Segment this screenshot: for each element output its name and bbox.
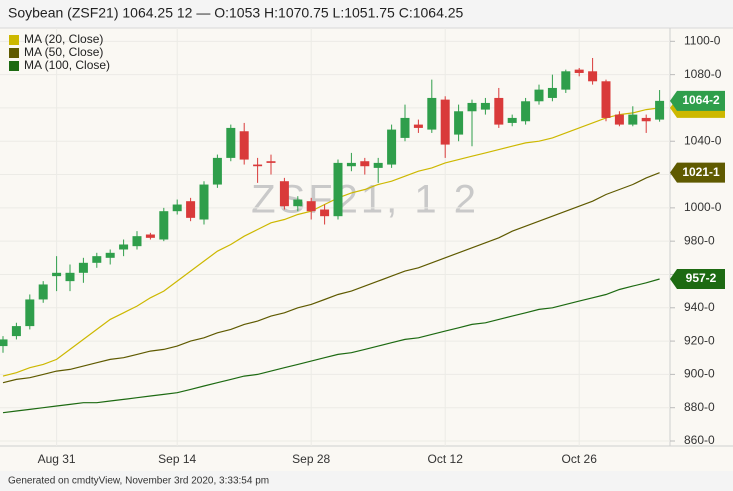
ma-line: [2, 172, 660, 384]
candle-body: [172, 204, 182, 212]
price-tag: [670, 162, 725, 183]
candle-body: [279, 181, 289, 207]
candle-body: [226, 127, 236, 158]
x-tick-label: Aug 31: [38, 452, 76, 466]
candle-body: [400, 117, 410, 138]
candle-body: [105, 252, 115, 258]
ma-line: [2, 107, 660, 377]
price-tag: [670, 90, 725, 111]
candle-body: [454, 111, 464, 135]
y-tick-label: 920-0: [684, 333, 715, 347]
legend-label: MA (50, Close): [24, 45, 103, 59]
candle-body: [427, 97, 437, 130]
candle-body: [11, 326, 21, 337]
candle-body: [65, 272, 75, 282]
candle-body: [494, 97, 504, 125]
candle-body: [360, 161, 370, 167]
candle-body: [467, 102, 477, 112]
x-tick-label: Oct 12: [428, 452, 464, 466]
candle-body: [387, 129, 397, 165]
candle-body: [293, 199, 303, 207]
candle-body: [199, 184, 209, 220]
candle-body: [561, 71, 571, 90]
y-tick-label: 880-0: [684, 400, 715, 414]
candle-body: [0, 339, 8, 347]
candle-body: [440, 99, 450, 145]
candle-body: [655, 100, 665, 120]
x-tick-label: Sep 14: [158, 452, 196, 466]
candle-body: [145, 234, 155, 238]
candle-body: [413, 124, 423, 128]
y-tick-label: 900-0: [684, 367, 715, 381]
candle-body: [320, 209, 330, 217]
candle-body: [346, 162, 356, 167]
candle-body: [601, 81, 611, 118]
candle-body: [266, 161, 276, 163]
x-tick-label: Sep 28: [292, 452, 330, 466]
candle-body: [333, 162, 343, 217]
candle-body: [306, 201, 316, 212]
candle-body: [547, 87, 557, 98]
candle-body: [38, 284, 48, 300]
y-tick-label: 980-0: [684, 233, 715, 247]
x-tick-label: Oct 26: [562, 452, 598, 466]
candle-body: [52, 272, 62, 277]
candle-body: [92, 256, 102, 263]
candle-body: [614, 114, 624, 125]
chart-title: Soybean (ZSF21) 1064.25 12 — O:1053 H:10…: [8, 5, 464, 21]
y-tick-label: 1100-0: [684, 33, 721, 47]
price-tag-label: 957-2: [686, 271, 717, 285]
header-bar: [0, 0, 733, 28]
legend-swatch: [9, 35, 19, 45]
candle-body: [132, 236, 142, 247]
y-tick-label: 940-0: [684, 300, 715, 314]
candle-body: [507, 117, 517, 123]
candle-body: [78, 262, 88, 273]
plot-area: [0, 28, 670, 446]
candle-body: [253, 164, 263, 167]
candle-body: [212, 157, 222, 185]
candle-body: [25, 299, 35, 327]
candle-body: [534, 89, 544, 102]
candle-body: [628, 114, 638, 125]
y-tick-label: 1080-0: [684, 67, 722, 81]
footer: Generated on cmdtyView, November 3rd 202…: [8, 476, 269, 487]
candle-body: [119, 244, 129, 250]
candle-body: [641, 117, 651, 122]
footer-bar: [0, 471, 733, 491]
candle-body: [588, 71, 598, 82]
legend-swatch: [9, 48, 19, 58]
y-tick-label: 1000-0: [684, 200, 722, 214]
y-tick-label: 1040-0: [684, 133, 722, 147]
price-tag-label: 1021-1: [682, 165, 720, 179]
candle-body: [186, 201, 196, 218]
candle-body: [521, 101, 531, 122]
legend-swatch: [9, 61, 19, 71]
legend-label: MA (20, Close): [24, 32, 103, 46]
candle-body: [239, 131, 249, 160]
price-tag-label: 1064-2: [682, 93, 720, 107]
candle-body: [574, 69, 584, 73]
candle-body: [373, 162, 383, 168]
y-tick-label: 860-0: [684, 433, 715, 447]
price-tag: [670, 269, 725, 290]
legend-label: MA (100, Close): [24, 58, 110, 72]
candle-body: [480, 102, 490, 110]
candle-body: [159, 211, 169, 240]
ma-line: [2, 278, 660, 414]
